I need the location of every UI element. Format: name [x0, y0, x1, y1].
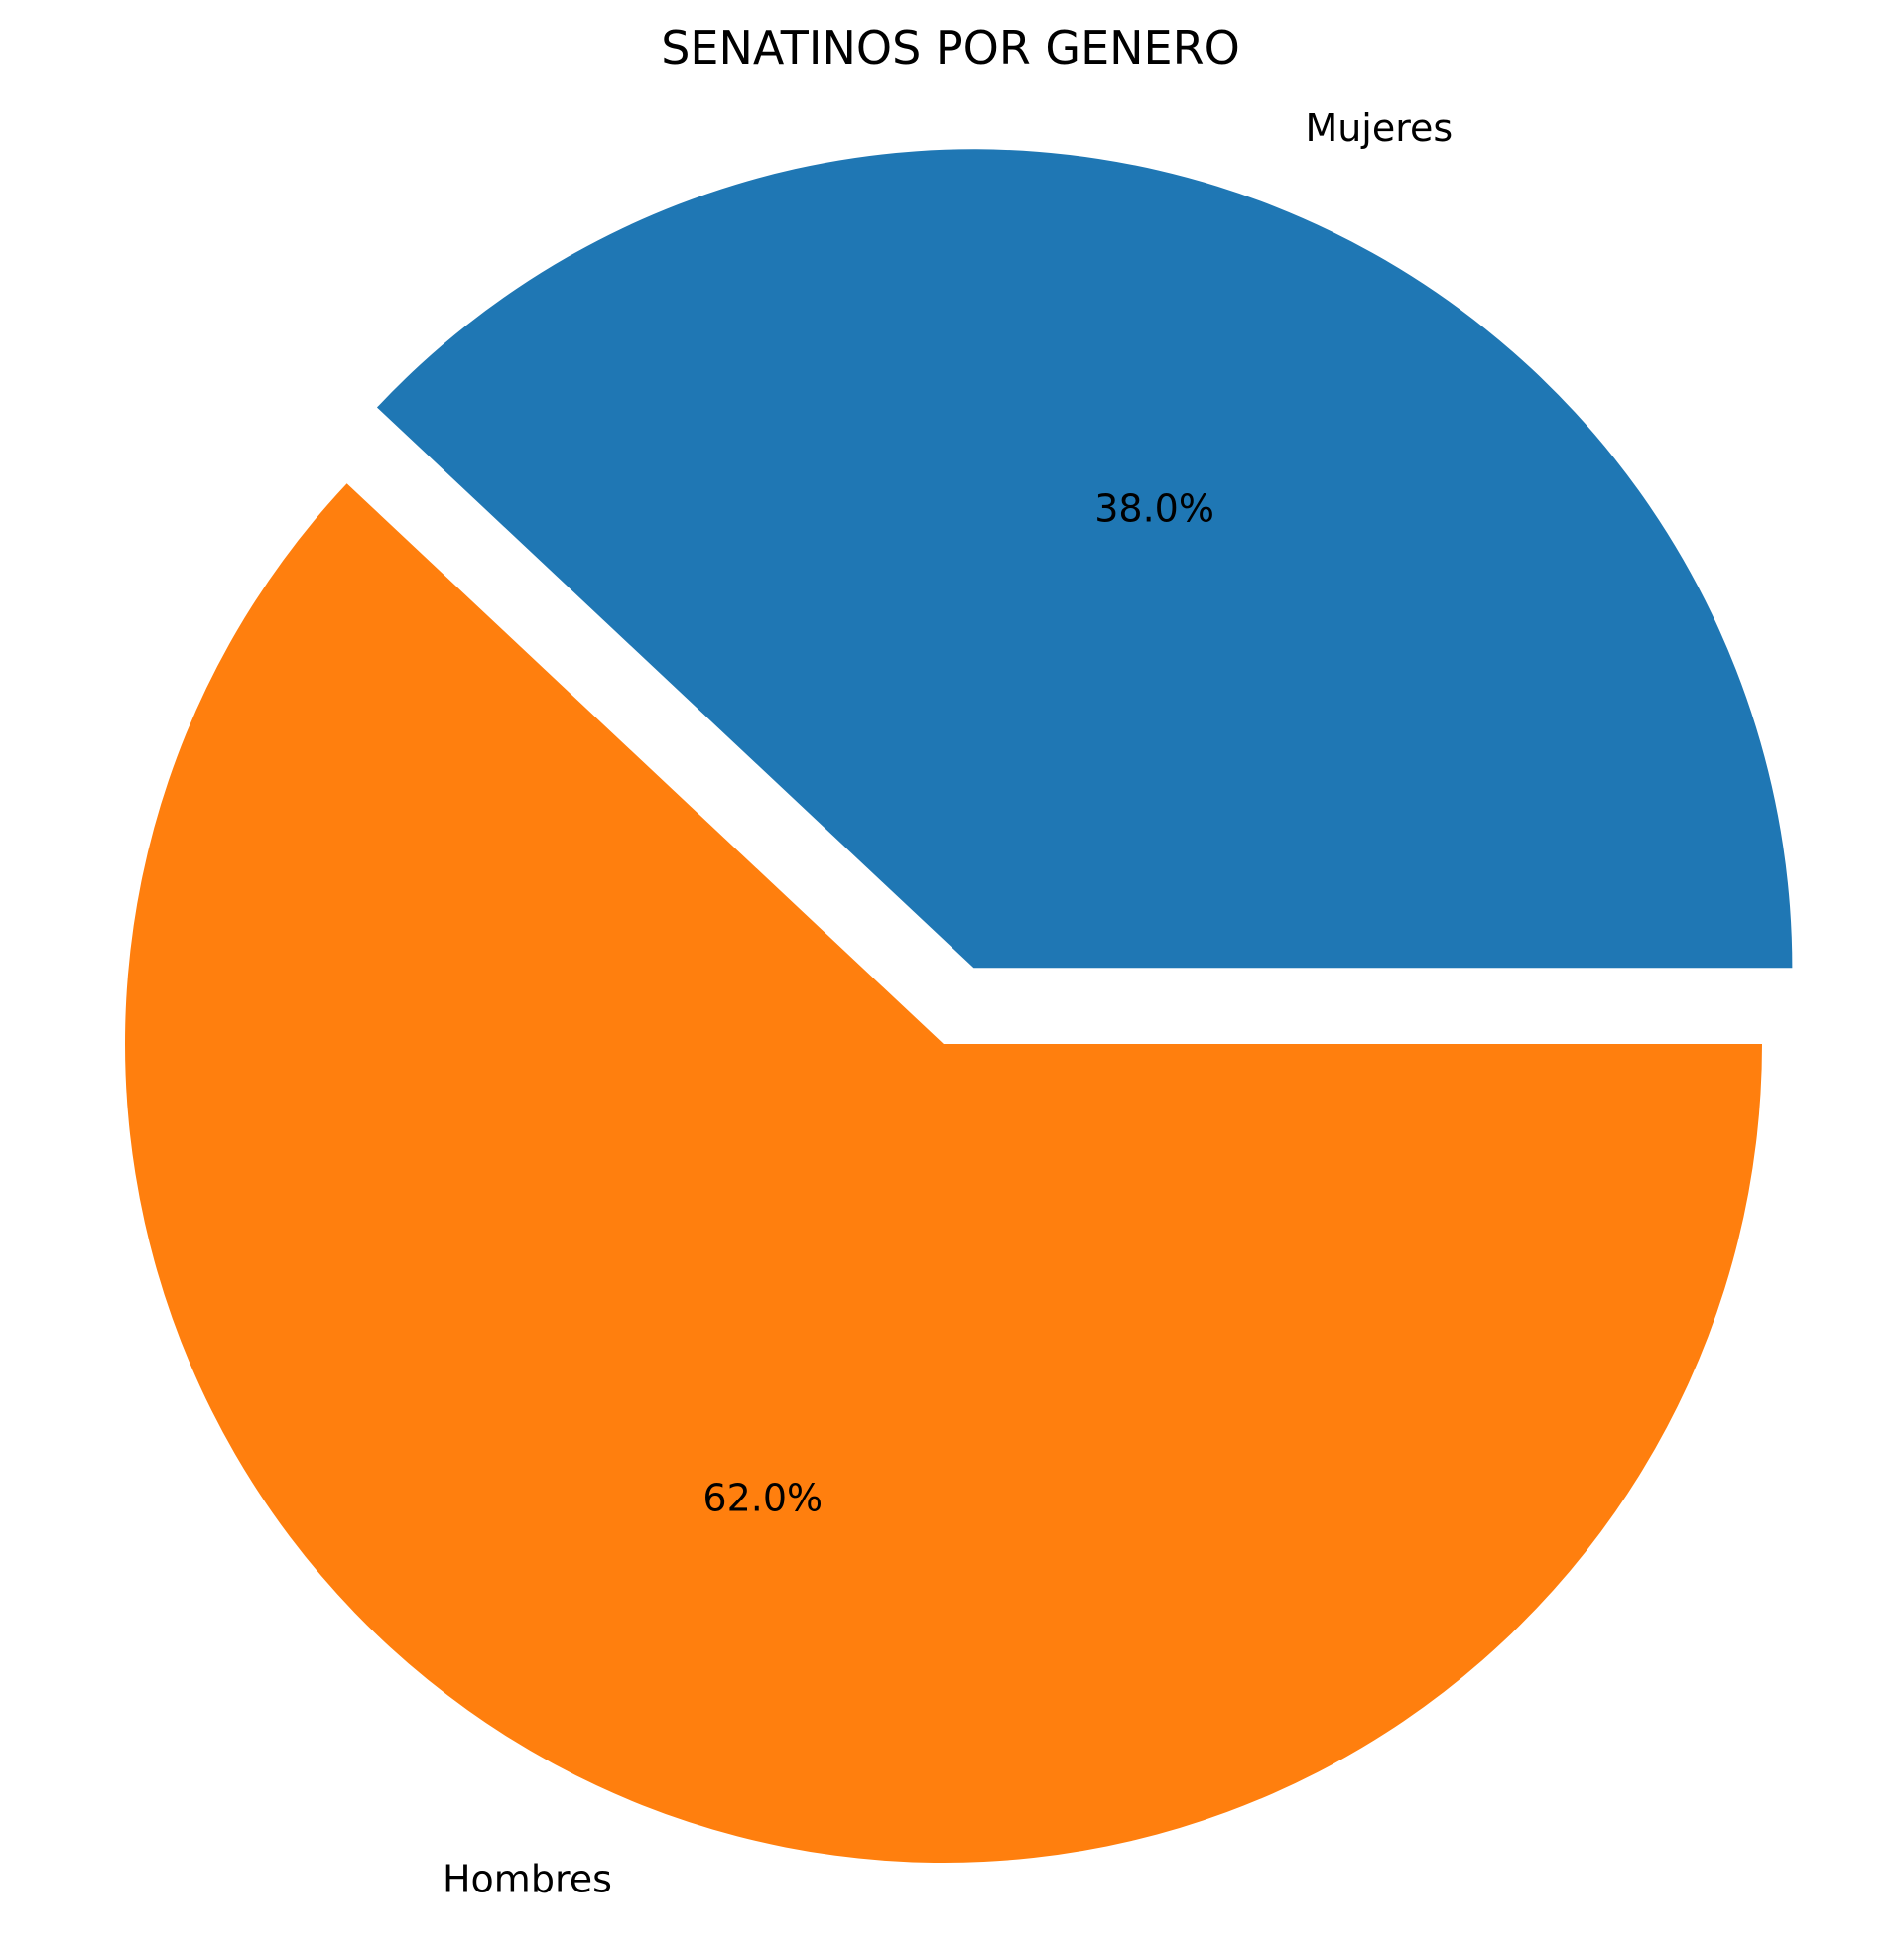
slice-label-mujeres: Mujeres — [1305, 106, 1453, 150]
pie-slice-hombres — [125, 483, 1762, 1863]
chart-title: SENATINOS POR GENERO — [661, 21, 1240, 74]
slice-label-hombres: Hombres — [443, 1857, 612, 1900]
pie-slice-mujeres — [376, 149, 1793, 969]
labels-layer: Mujeres 38.0% Hombres 62.0% — [443, 106, 1453, 1900]
percent-label-mujeres: 38.0% — [1094, 487, 1214, 531]
slices-layer — [125, 149, 1793, 1863]
percent-label-hombres: 62.0% — [702, 1477, 823, 1520]
